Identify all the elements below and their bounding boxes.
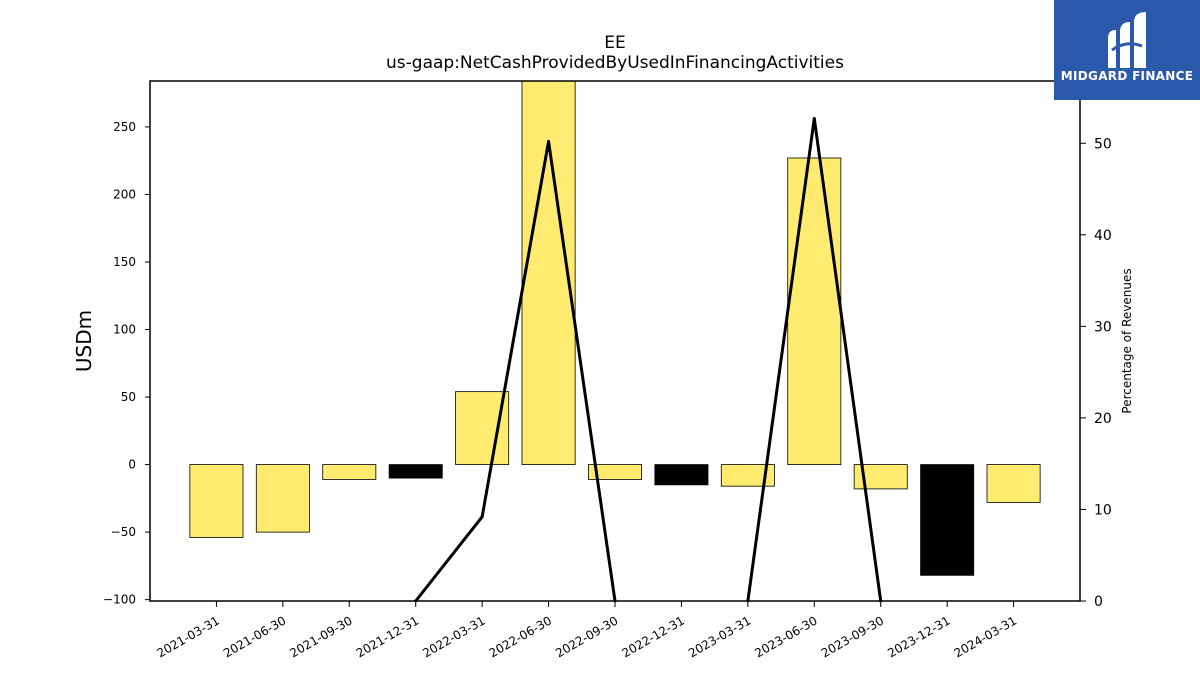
right-tick-label: 20 xyxy=(1094,411,1112,427)
x-tick-label: 2024-03-31 xyxy=(952,613,1019,660)
line-segment-2023-06-30 xyxy=(812,117,883,603)
x-tick-label: 2022-03-31 xyxy=(420,613,487,660)
x-tick-label: 2022-09-30 xyxy=(553,613,620,660)
bar-2021-09-30 xyxy=(322,464,377,480)
logo-text: MIDGARD FINANCE xyxy=(1060,69,1194,83)
y-axis-label-left: USDm xyxy=(72,310,96,372)
bar-2021-06-30 xyxy=(255,464,310,533)
bar-2023-12-31 xyxy=(920,464,975,576)
x-tick-label: 2021-12-31 xyxy=(354,613,421,660)
bar-2023-03-31 xyxy=(720,464,775,487)
line-segment-2022-06-30 xyxy=(547,139,617,603)
right-tick-label: 30 xyxy=(1094,319,1112,335)
x-tick-label: 2022-12-31 xyxy=(620,613,687,660)
line-layer xyxy=(414,117,883,603)
bar-2024-03-31 xyxy=(986,464,1041,503)
left-tick-label: 200 xyxy=(113,187,136,201)
left-tick-label: 150 xyxy=(113,255,136,269)
left-tick-label: 0 xyxy=(128,458,136,472)
x-tick-label: 2023-03-31 xyxy=(686,613,753,660)
left-tick-label: 100 xyxy=(113,323,136,337)
midgard-m-logo-icon xyxy=(1108,12,1146,68)
chart-subtitle: us-gaap:NetCashProvidedByUsedInFinancing… xyxy=(386,53,844,73)
right-axis: 0 10 20 30 40 50 xyxy=(1080,136,1112,610)
x-tick-label: 2023-06-30 xyxy=(752,613,819,660)
chart-title: EE xyxy=(604,33,625,53)
bar-2023-06-30 xyxy=(787,157,842,465)
left-tick-label: 50 xyxy=(121,390,136,404)
bar-2022-03-31 xyxy=(455,391,510,465)
bar-2021-12-31 xyxy=(388,464,443,479)
bar-2021-03-31 xyxy=(189,464,244,538)
left-tick-label: −50 xyxy=(111,525,136,539)
bars-layer xyxy=(189,80,1041,576)
x-tick-label: 2021-06-30 xyxy=(221,613,288,660)
bar-2023-09-30 xyxy=(853,464,908,490)
y-axis-label-right: Percentage of Revenues xyxy=(1120,268,1134,413)
x-tick-label: 2021-03-31 xyxy=(155,613,222,660)
x-tick-label: 2023-09-30 xyxy=(819,613,886,660)
line-segment-2023-03-31 xyxy=(746,117,816,603)
right-tick-label: 0 xyxy=(1094,594,1103,610)
left-axis: −100 −50 0 50 100 150 200 250 xyxy=(103,120,150,607)
x-tick-label: 2022-06-30 xyxy=(487,613,554,660)
bar-2022-09-30 xyxy=(588,464,642,480)
line-segment-2022-03-31 xyxy=(480,139,551,519)
midgard-finance-logo: MIDGARD FINANCE xyxy=(1054,0,1200,100)
left-tick-label: −100 xyxy=(103,593,136,607)
left-tick-label: 250 xyxy=(113,120,136,134)
right-tick-label: 10 xyxy=(1094,502,1112,518)
x-tick-label: 2023-12-31 xyxy=(885,613,952,660)
right-tick-label: 40 xyxy=(1094,228,1112,244)
x-tick-label: 2021-09-30 xyxy=(287,613,354,660)
right-tick-label: 50 xyxy=(1094,136,1112,152)
bar-2022-12-31 xyxy=(654,464,709,486)
x-axis: 2021-03-31 2021-06-30 2021-09-30 2021-12-31… xyxy=(155,601,1019,660)
line-segment-2021-12-31 xyxy=(414,515,484,603)
